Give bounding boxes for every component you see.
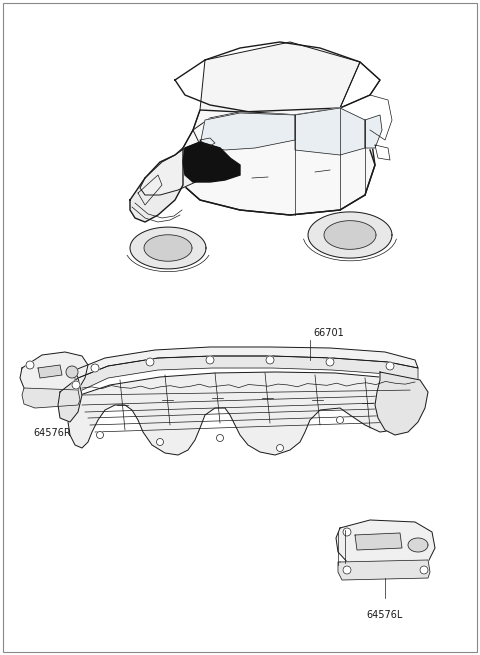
Polygon shape	[22, 388, 80, 408]
Polygon shape	[295, 108, 365, 155]
Circle shape	[326, 358, 334, 366]
Polygon shape	[75, 356, 418, 392]
Polygon shape	[408, 538, 428, 552]
Circle shape	[156, 438, 164, 445]
Text: 64576L: 64576L	[367, 610, 403, 620]
Polygon shape	[130, 227, 206, 269]
Polygon shape	[338, 560, 430, 580]
Text: 64576R: 64576R	[33, 428, 71, 438]
Polygon shape	[68, 372, 420, 455]
Polygon shape	[144, 234, 192, 261]
Polygon shape	[355, 533, 402, 550]
Polygon shape	[183, 112, 240, 170]
Circle shape	[343, 566, 351, 574]
Polygon shape	[375, 372, 428, 435]
Polygon shape	[130, 148, 183, 222]
Circle shape	[386, 362, 394, 370]
Circle shape	[276, 445, 284, 451]
Circle shape	[216, 434, 224, 441]
Circle shape	[26, 361, 34, 369]
Circle shape	[96, 432, 104, 438]
Polygon shape	[365, 115, 382, 148]
Polygon shape	[193, 42, 360, 155]
Polygon shape	[183, 108, 375, 215]
Polygon shape	[336, 520, 435, 574]
Circle shape	[343, 528, 351, 536]
Polygon shape	[58, 378, 82, 422]
Polygon shape	[20, 352, 88, 402]
Polygon shape	[200, 113, 295, 150]
Polygon shape	[140, 142, 230, 195]
Text: 66701: 66701	[313, 328, 344, 338]
Circle shape	[66, 366, 78, 378]
Circle shape	[146, 358, 154, 366]
Circle shape	[420, 566, 428, 574]
Polygon shape	[38, 365, 62, 378]
Polygon shape	[324, 221, 376, 250]
Circle shape	[266, 356, 274, 364]
Circle shape	[91, 364, 99, 372]
Circle shape	[206, 356, 214, 364]
Polygon shape	[75, 347, 418, 378]
Polygon shape	[183, 142, 240, 182]
Circle shape	[336, 417, 344, 424]
Polygon shape	[308, 212, 392, 258]
Circle shape	[72, 381, 80, 389]
